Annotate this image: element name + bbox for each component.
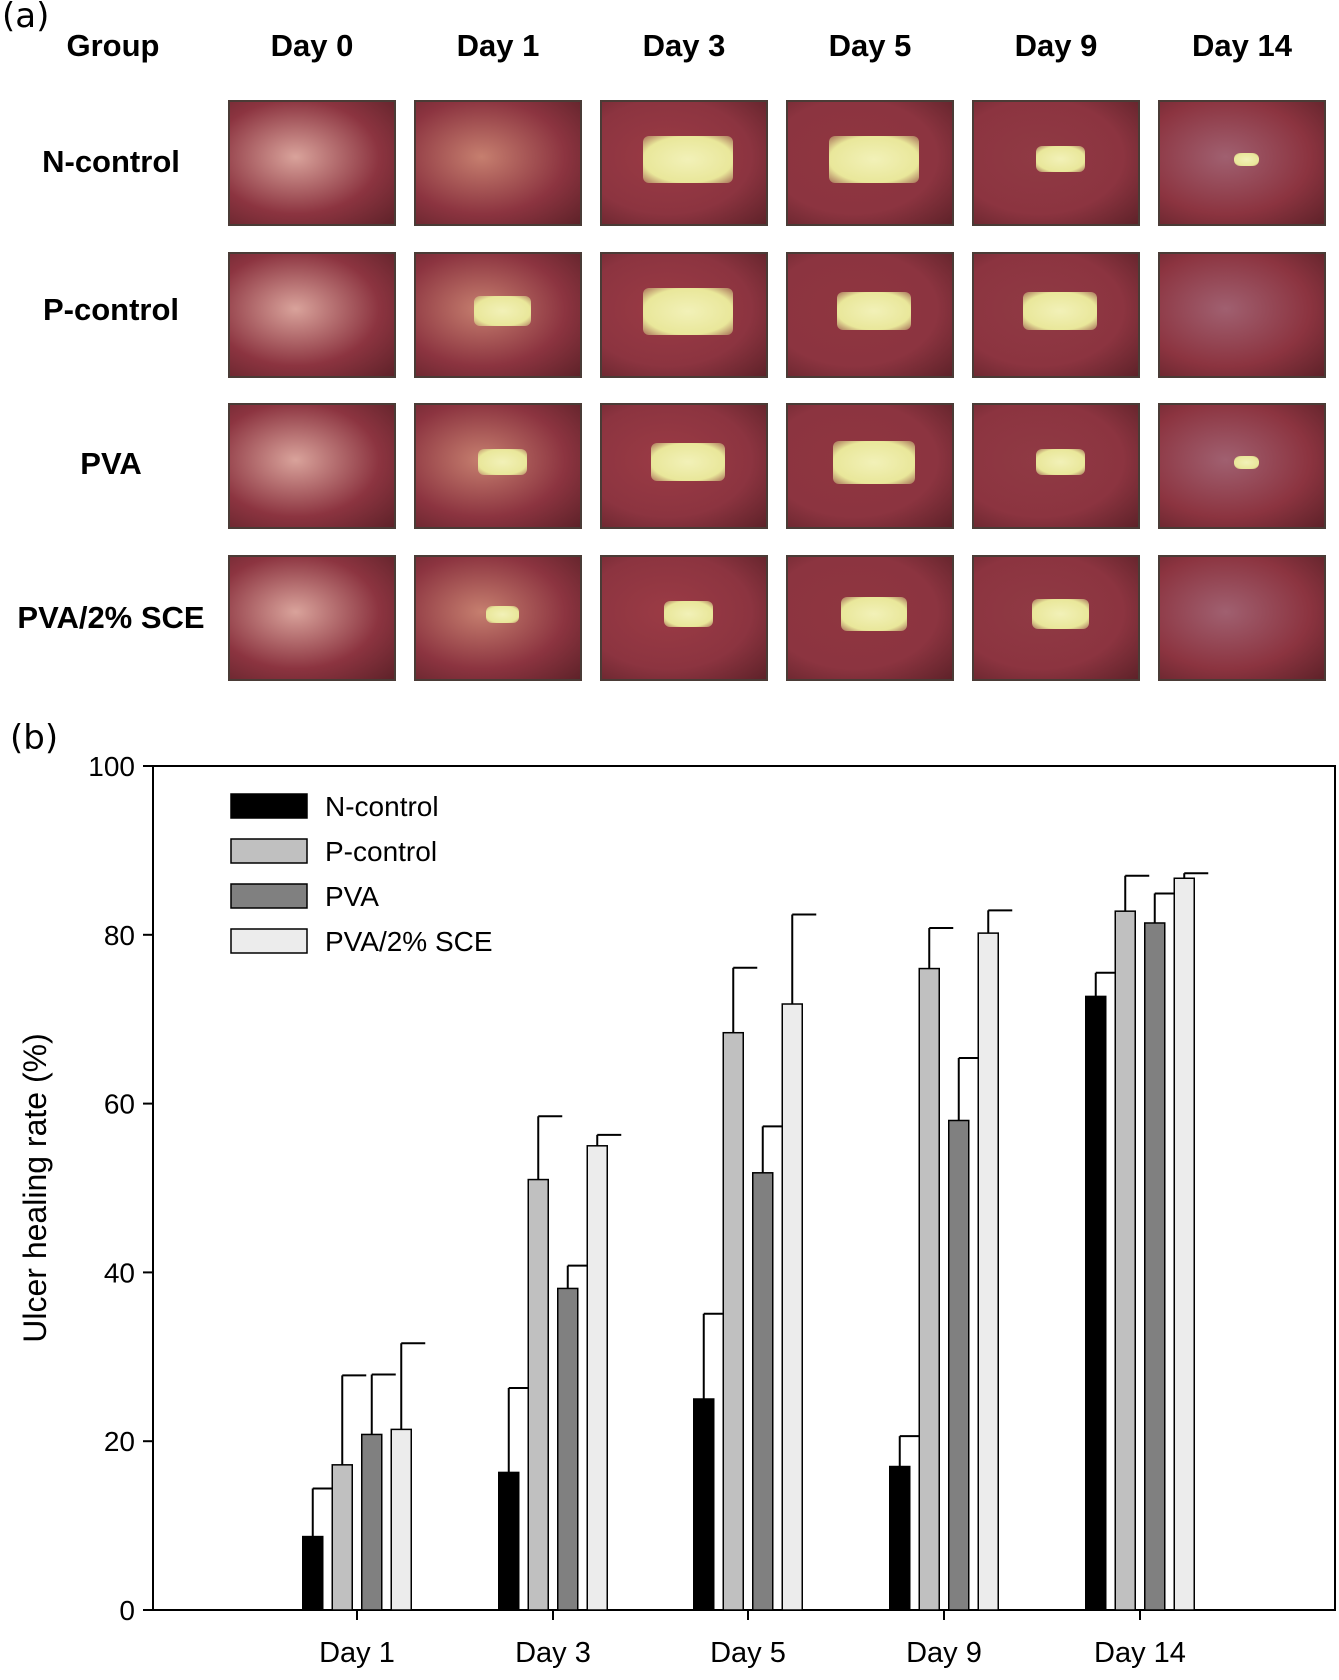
day-column-header: Day 5 [828, 28, 912, 63]
panel-b-label: (b) [10, 718, 59, 758]
y-axis-label: Ulcer healing rate (%) [17, 1033, 53, 1342]
bar-p-control [331, 1464, 353, 1611]
day-column-header: Day 14 [1192, 28, 1292, 63]
y-tick-label: 20 [104, 1426, 135, 1457]
x-tick-label: Day 1 [319, 1637, 395, 1669]
bar-n-control [889, 1465, 911, 1611]
ulcer-photo [972, 403, 1140, 529]
y-tick-label: 40 [104, 1257, 135, 1288]
ulcer-photo [786, 100, 954, 226]
lesion-spot [1023, 292, 1097, 330]
bar-pva-2-sce [1173, 877, 1195, 1611]
bar-n-control [302, 1535, 324, 1611]
y-tick-label: 60 [104, 1089, 135, 1120]
healing-rate-chart: 0 20 40 60 80 100 Ulcer healing rate (%) Day 1 D… [17, 751, 1336, 1669]
bar-pva [948, 1119, 970, 1611]
bar-n-control [498, 1471, 520, 1611]
ulcer-photo [228, 252, 396, 378]
lesion-spot [1036, 449, 1085, 475]
x-tick-label: Day 9 [906, 1637, 982, 1669]
lesion-spot [643, 288, 733, 335]
lesion-spot [829, 136, 919, 183]
ulcer-photo [228, 555, 396, 681]
lesion-spot [841, 597, 907, 631]
legend-label: PVA/2% SCE [325, 926, 493, 957]
legend-swatch [230, 883, 308, 909]
lesion-spot [643, 136, 733, 183]
bar-p-control [918, 967, 940, 1611]
ulcer-photo [228, 100, 396, 226]
y-tick-label: 0 [119, 1595, 135, 1626]
lesion-spot [486, 606, 519, 623]
lesion-spot [833, 441, 915, 484]
bar-pva-2-sce [586, 1145, 608, 1611]
lesion-spot [1036, 146, 1085, 172]
ulcer-photo [414, 403, 582, 529]
bar-p-control [722, 1031, 744, 1611]
group-row-label: PVA [80, 446, 142, 481]
y-tick-label: 80 [104, 920, 135, 951]
group-row-label: P-control [42, 292, 180, 327]
ulcer-photo [1158, 555, 1326, 681]
ulcer-photo [414, 555, 582, 681]
bar-pva-2-sce [781, 1003, 803, 1611]
bar-p-control [527, 1178, 549, 1611]
legend-label: PVA [325, 881, 379, 912]
panel-a-label: (a) [2, 0, 50, 36]
lesion-spot [651, 443, 725, 481]
bar-n-control [693, 1398, 715, 1611]
ulcer-photo [972, 252, 1140, 378]
bar-pva-2-sce [977, 932, 999, 1611]
bar-pva-2-sce [390, 1428, 412, 1611]
group-row-label: PVA/2% SCE [17, 600, 205, 635]
ulcer-photo [414, 252, 582, 378]
group-row-label: N-control [42, 144, 180, 179]
day-column-header: Day 0 [270, 28, 354, 63]
legend-swatch [230, 928, 308, 954]
bar-pva [752, 1172, 774, 1611]
lesion-spot [837, 292, 911, 330]
ulcer-photo [1158, 403, 1326, 529]
lesion-spot [474, 296, 531, 326]
lesion-spot [1032, 599, 1089, 629]
lesion-spot [478, 449, 527, 475]
ulcer-photo [414, 100, 582, 226]
day-column-header: Day 3 [642, 28, 726, 63]
ulcer-photo [1158, 100, 1326, 226]
ulcer-photo [600, 403, 768, 529]
lesion-spot [664, 601, 713, 627]
ulcer-photo [786, 403, 954, 529]
day-column-header: Day 9 [1014, 28, 1098, 63]
ulcer-photo [600, 555, 768, 681]
bar-n-control [1085, 995, 1107, 1611]
bar-pva [361, 1433, 383, 1611]
x-tick-label: Day 5 [710, 1637, 786, 1669]
lesion-spot [1234, 153, 1259, 166]
group-header: Group [66, 28, 160, 63]
y-tick-label: 100 [88, 751, 135, 782]
lesion-spot [1234, 456, 1259, 469]
ulcer-photo [972, 100, 1140, 226]
ulcer-photo [786, 252, 954, 378]
bar-pva [557, 1287, 579, 1611]
ulcer-photo [600, 252, 768, 378]
bar-pva [1144, 922, 1166, 1611]
legend-swatch [230, 793, 308, 819]
ulcer-photo [600, 100, 768, 226]
ulcer-photo [228, 403, 396, 529]
legend-label: P-control [325, 836, 437, 867]
ulcer-photo [786, 555, 954, 681]
x-tick-label: Day 3 [515, 1637, 591, 1669]
ulcer-photo [1158, 252, 1326, 378]
x-tick-label: Day 14 [1094, 1637, 1186, 1669]
day-column-header: Day 1 [456, 28, 540, 63]
legend-label: N-control [325, 791, 439, 822]
bar-p-control [1114, 910, 1136, 1611]
legend-swatch [230, 838, 308, 864]
ulcer-photo [972, 555, 1140, 681]
